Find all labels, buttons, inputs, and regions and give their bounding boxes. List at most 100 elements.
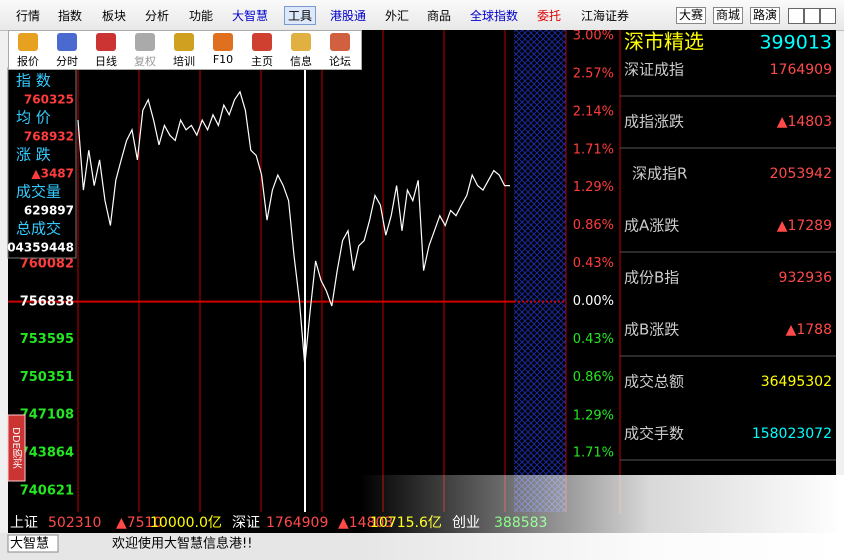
percent-tick-label: 0.86% (573, 370, 614, 385)
toolbar-label: 主页 (251, 55, 273, 68)
info-value: 768932 (24, 130, 74, 144)
percent-tick-label: 1.71% (573, 446, 614, 461)
panel-value: ▲17289 (777, 218, 832, 234)
panel-code: 399013 (759, 32, 832, 54)
toolbar-icon (96, 33, 116, 51)
toolbar-label: 论坛 (329, 55, 351, 68)
menu-item[interactable]: 工具 (284, 6, 317, 25)
window-button[interactable] (820, 8, 836, 24)
info-label: 涨 跌 (16, 146, 51, 164)
percent-tick-label: 2.14% (573, 105, 614, 120)
panel-title: 深市精选 (624, 30, 704, 54)
panel-value: 36495302 (761, 374, 832, 390)
toolbar-button[interactable]: 复权 (126, 33, 164, 69)
menu-item[interactable]: 大智慧 (232, 9, 269, 23)
dde-text: DDE购买 (10, 427, 22, 470)
panel-label: 成B涨跌 (624, 321, 679, 339)
panel-value: 1764909 (770, 62, 832, 78)
price-tick-label: 756838 (20, 294, 74, 309)
info-value: 760325 (24, 93, 74, 107)
price-tick-label: 753595 (20, 332, 74, 347)
panel-label: 成交手数 (624, 425, 684, 443)
toolbar-button[interactable]: 主页 (243, 33, 281, 69)
future-area (514, 30, 566, 512)
menu-item[interactable]: 商品 (427, 9, 452, 23)
toolbar-label: 日线 (95, 55, 117, 68)
menu-item[interactable]: 江海证券 (581, 9, 630, 23)
percent-tick-label: 0.43% (573, 256, 614, 271)
info-value: ▲3487 (31, 167, 74, 181)
toolbar-icon (213, 33, 233, 51)
toolbar-icon (252, 33, 272, 51)
percent-tick-label: 3.00% (573, 30, 614, 44)
menu-item[interactable]: 全球指数 (470, 9, 519, 23)
toolbar-button[interactable]: F10 (204, 33, 242, 66)
panel-value: ▲14803 (777, 114, 832, 130)
toolbar-icon (330, 33, 350, 51)
ticker-item: 502310 (48, 515, 101, 531)
toolbar: 报价 分时 日线 复权 培训 F10 主页 信息 论坛 (8, 30, 362, 70)
window-button[interactable] (788, 8, 804, 24)
info-box (7, 67, 77, 259)
toolbar-label: 培训 (173, 55, 195, 68)
toolbar-label: 分时 (56, 55, 78, 68)
top-right-button[interactable]: 商城 (713, 7, 744, 24)
percent-tick-label: 1.71% (573, 143, 614, 158)
panel-label: 成指涨跌 (624, 113, 684, 131)
menu-item[interactable]: 分析 (145, 9, 170, 23)
percent-tick-label: 2.57% (573, 67, 614, 82)
ticker-item: ▲7510 (116, 515, 162, 531)
toolbar-button[interactable]: 信息 (282, 33, 320, 69)
toolbar-button[interactable]: 培训 (165, 33, 203, 69)
info-label: 总成交 (16, 220, 61, 238)
info-label: 均 价 (16, 109, 51, 127)
fade-overlay (360, 475, 844, 560)
menu-item[interactable]: 外汇 (385, 9, 410, 23)
panel-value: 158023072 (752, 426, 832, 442)
percent-tick-label: 1.29% (573, 408, 614, 423)
info-label: 成交量 (16, 183, 61, 201)
toolbar-button[interactable]: 报价 (9, 33, 47, 69)
ticker-item: 上证 (10, 515, 38, 531)
menu-item[interactable]: 委托 (537, 9, 562, 23)
panel-label: 成A涨跌 (624, 217, 679, 235)
toolbar-label: F10 (212, 53, 234, 66)
percent-tick-label: 1.29% (573, 180, 614, 195)
menu-bar: 行情 指数 板块 分析 功能 大智慧 工具 港股通 外汇 商品 全球指数 委托 江海证券 大赛 商城 路演 (0, 0, 844, 31)
panel-value: 932936 (779, 270, 833, 286)
menu-item[interactable]: 板块 (102, 9, 127, 23)
panel-label: 深证成指 (624, 61, 684, 79)
ticker-item: 1764909 (266, 515, 328, 531)
top-right-button[interactable]: 路演 (750, 7, 781, 24)
menu-item[interactable]: 功能 (189, 9, 214, 23)
price-tick-label: 750351 (20, 370, 74, 385)
percent-tick-label: 0.86% (573, 218, 614, 233)
top-right-button[interactable]: 大赛 (676, 7, 707, 24)
menu-item[interactable]: 行情 (16, 9, 41, 23)
info-label: 指 数 (16, 72, 51, 90)
status-app: 大智慧 (10, 536, 49, 552)
toolbar-label: 复权 (134, 55, 156, 68)
status-app-box (7, 534, 59, 553)
ticker-item: 深证 (232, 515, 260, 531)
toolbar-button[interactable]: 论坛 (321, 33, 359, 69)
panel-label: 成交总额 (624, 373, 684, 391)
toolbar-icon (57, 33, 77, 51)
ticker-item: 10000.0亿 (150, 515, 222, 531)
window-button[interactable] (804, 8, 820, 24)
toolbar-button[interactable]: 日线 (87, 33, 125, 69)
panel-value: ▲1788 (786, 322, 832, 338)
panel-label: 成份B指 (624, 269, 679, 287)
info-value: 629897 (24, 204, 74, 218)
menu-item[interactable]: 港股通 (330, 9, 367, 23)
price-tick-label: 743864 (20, 446, 74, 461)
toolbar-icon (135, 33, 155, 51)
menu-item[interactable]: 指数 (58, 9, 83, 23)
toolbar-button[interactable]: 分时 (48, 33, 86, 69)
quote-screen: 3.00% 2.57% 2.14% 1.71% 1.29% 0.86% 0.43% 0.00%… (0, 30, 844, 560)
background (8, 30, 836, 514)
panel-label: 深成指R (632, 165, 687, 183)
toolbar-icon (291, 33, 311, 51)
dde-badge (7, 414, 26, 482)
